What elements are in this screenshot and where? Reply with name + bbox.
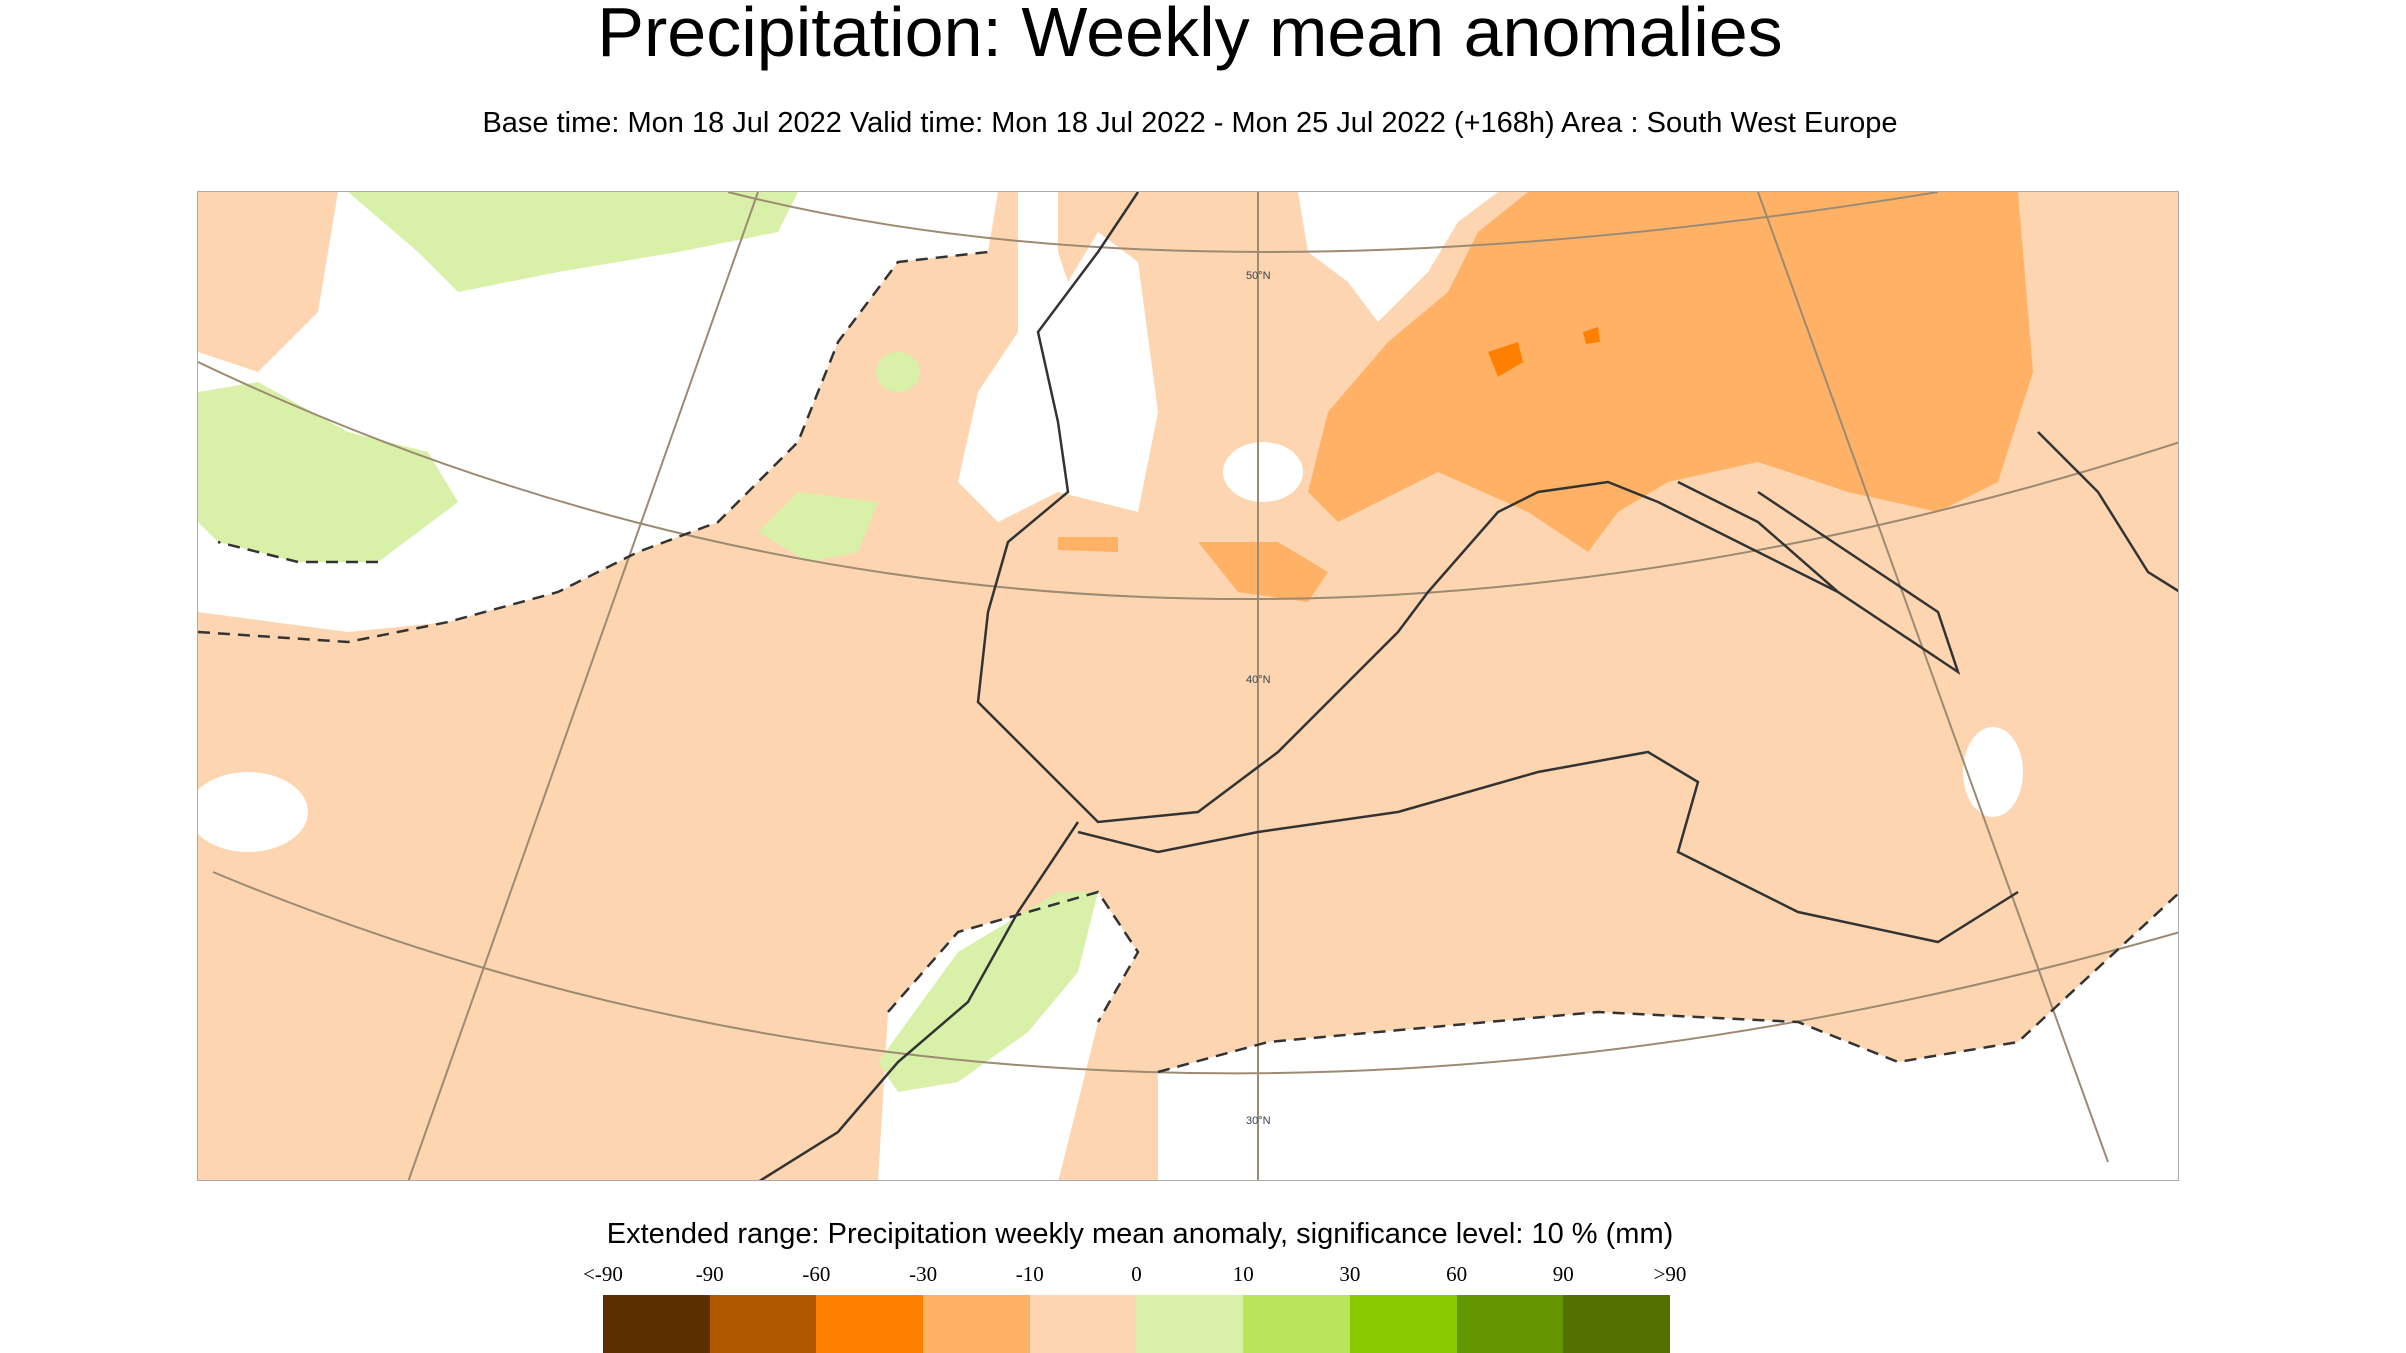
not-significant-area xyxy=(1158,893,2178,1180)
map-canvas: 50°N 40°N 30°N xyxy=(198,192,2178,1180)
legend-swatch xyxy=(603,1295,710,1353)
not-significant-area xyxy=(1728,1132,1808,1172)
legend-swatch xyxy=(709,1295,817,1353)
legend-swatch xyxy=(923,1295,1030,1353)
wet-anomaly-area xyxy=(878,892,1098,1092)
latitude-label: 50°N xyxy=(1246,270,1271,282)
legend-label: 60 xyxy=(1446,1262,1468,1286)
legend-label: -90 xyxy=(695,1262,724,1286)
strong-dry-area xyxy=(1488,342,1523,377)
strong-dry-area xyxy=(1583,327,1600,344)
wet-anomaly-area xyxy=(758,492,878,562)
not-significant-area xyxy=(1963,727,2023,817)
legend-swatch xyxy=(1349,1295,1457,1353)
subtitle: Base time: Mon 18 Jul 2022 Valid time: M… xyxy=(482,107,1898,139)
legend-swatch xyxy=(816,1295,924,1353)
not-significant-area xyxy=(198,772,308,852)
page-title: Precipitation: Weekly mean anomalies xyxy=(597,0,1783,71)
coastline xyxy=(758,192,2178,1180)
legend-labels: <-90 -90 -60 -30 -10 0 10 30 60 90 >90 xyxy=(557,1262,1717,1292)
legend-label: -60 xyxy=(802,1262,831,1286)
legend-swatch xyxy=(1563,1295,1670,1353)
latitude-label: 30°N xyxy=(1246,1115,1271,1127)
graticule xyxy=(198,192,2178,1180)
not-significant-area xyxy=(1298,192,1498,322)
legend-swatch xyxy=(1136,1295,1244,1353)
wet-anomaly-area xyxy=(876,352,920,392)
legend-label: 10 xyxy=(1232,1262,1254,1286)
legend-label: -10 xyxy=(1015,1262,1044,1286)
dry-anomaly-area xyxy=(1198,542,1328,602)
legend-swatch xyxy=(1243,1295,1350,1353)
legend-label: 30 xyxy=(1339,1262,1361,1286)
not-significant-area xyxy=(1223,442,1303,502)
dry-anomaly-area xyxy=(1058,537,1118,552)
anomaly-map: 50°N 40°N 30°N xyxy=(197,191,2179,1181)
dry-anomaly-area xyxy=(1308,192,2033,552)
legend-title: Extended range: Precipitation weekly mea… xyxy=(606,1218,1674,1250)
legend-label: >90 xyxy=(1653,1262,1687,1286)
wet-anomaly-area xyxy=(348,192,798,292)
legend-colorbar xyxy=(603,1295,1670,1353)
latitude-label: 40°N xyxy=(1246,674,1271,686)
legend-label: 90 xyxy=(1552,1262,1574,1286)
legend-swatch xyxy=(1456,1295,1564,1353)
not-significant-area xyxy=(958,192,1158,522)
significance-contour xyxy=(198,250,2178,1074)
legend-label: -30 xyxy=(909,1262,938,1286)
legend-swatch xyxy=(1029,1295,1137,1353)
legend-label: 0 xyxy=(1131,1262,1142,1286)
wet-anomaly-area xyxy=(198,382,458,562)
legend-label: <-90 xyxy=(583,1262,623,1286)
